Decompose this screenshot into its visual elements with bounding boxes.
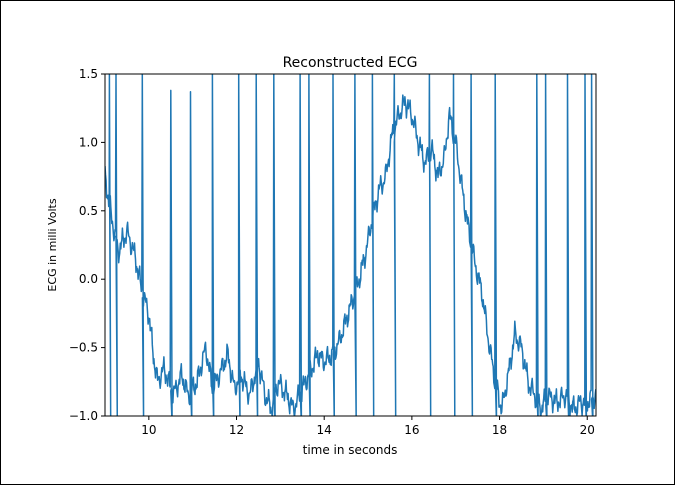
x-axis-label: time in seconds (303, 443, 398, 457)
y-axis-label: ECG in milli Volts (46, 198, 59, 291)
y-tick-label: 0.0 (79, 272, 98, 286)
y-tick-label: 1.5 (79, 67, 98, 81)
ecg-series-line (105, 74, 596, 416)
y-tick-label: 0.5 (79, 204, 98, 218)
x-tick-label: 20 (580, 423, 595, 437)
x-tick-label: 16 (404, 423, 419, 437)
x-tick-label: 10 (141, 423, 156, 437)
x-tick-label: 14 (317, 423, 332, 437)
x-tick-label: 12 (229, 423, 244, 437)
chart-title: Reconstructed ECG (283, 55, 418, 71)
y-tick-label: −1.0 (69, 409, 98, 423)
plot-axes-frame (104, 73, 597, 417)
y-tick-label: 1.0 (79, 135, 98, 149)
y-tick-label: −0.5 (69, 341, 98, 355)
x-tick-label: 18 (492, 423, 507, 437)
